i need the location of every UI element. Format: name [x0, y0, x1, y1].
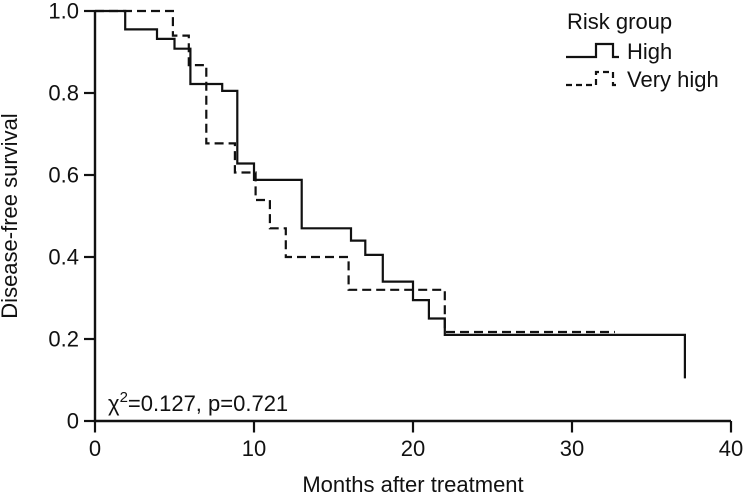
y-axis-title: Disease-free survival [0, 113, 22, 318]
legend-key-solid-step-icon [566, 42, 619, 59]
x-axis-ticks [93, 421, 733, 433]
legend-label-high: High [627, 39, 672, 64]
y-axis-ticks [84, 9, 95, 423]
km-curves [95, 9, 686, 379]
y-tick-label: 0.2 [48, 327, 79, 352]
x-tick-label: 20 [401, 436, 425, 461]
y-axis-tick-labels: 0 0.2 0.4 0.6 0.8 1.0 [48, 0, 79, 434]
y-tick-label: 0.4 [48, 245, 79, 270]
y-tick-label: 0.6 [48, 163, 79, 188]
x-tick-label: 30 [560, 436, 584, 461]
x-axis-tick-labels: 0 10 20 30 40 [89, 436, 743, 461]
y-tick-label: 0.8 [48, 81, 79, 106]
x-tick-label: 10 [242, 436, 266, 461]
x-tick-label: 0 [89, 436, 101, 461]
legend-key-dashed-step-icon [566, 70, 619, 87]
chi-square-annotation: χ2=0.127, p=0.721 [108, 389, 288, 416]
km-curve-very-high [95, 9, 615, 334]
x-axis-title: Months after treatment [302, 472, 523, 497]
y-tick-label: 1.0 [48, 0, 79, 24]
y-tick-label: 0 [67, 409, 79, 434]
legend-title: Risk group [567, 9, 672, 34]
km-curve-high [95, 9, 686, 379]
legend-label-very-high: Very high [627, 67, 719, 92]
legend: Risk group High Very high [566, 9, 719, 92]
x-tick-label: 40 [719, 436, 743, 461]
